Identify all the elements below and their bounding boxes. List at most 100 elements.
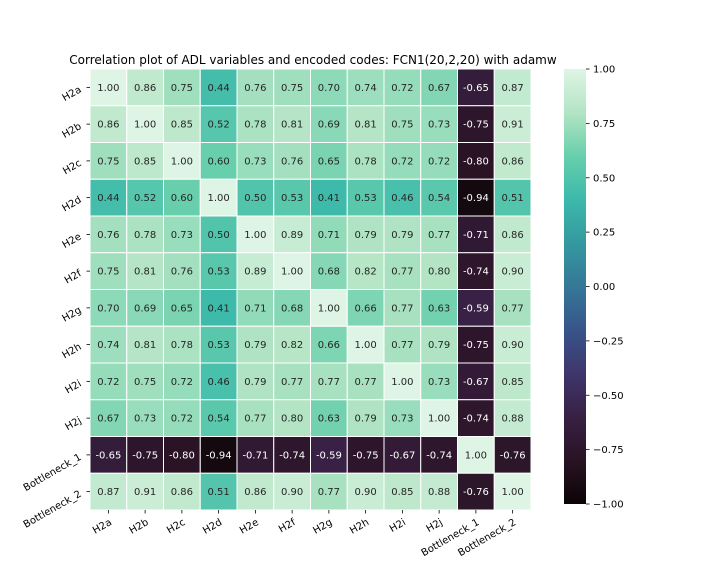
heatmap-cell (236, 105, 275, 143)
heatmap-cell-value: 0.63 (318, 414, 340, 425)
heatmap-cell-value: 0.90 (281, 487, 303, 498)
heatmap-cell (89, 252, 128, 290)
heatmap-cell-value: 0.85 (501, 377, 523, 388)
heatmap-cell-value: -0.59 (316, 450, 342, 461)
y-axis-tick-label: H2d (60, 195, 83, 215)
heatmap-cell-value: 0.76 (171, 267, 193, 278)
heatmap-cell-value: 0.91 (134, 487, 156, 498)
heatmap-cell (346, 105, 385, 143)
heatmap-cell-value: 0.89 (281, 230, 303, 241)
heatmap-cell (493, 289, 532, 327)
heatmap-cell (310, 105, 348, 143)
y-axis-tick-label: Bottleneck_2 (22, 489, 84, 531)
heatmap-cell-value: -0.75 (463, 340, 489, 351)
heatmap-cell-value: -0.67 (389, 450, 415, 461)
heatmap-cell (273, 105, 311, 143)
heatmap-cell (493, 178, 532, 217)
heatmap-cell (126, 362, 164, 401)
y-axis-tick-label: H2i (64, 378, 84, 396)
y-axis-tick-labels: H2a H2b H2c H2d H2e H2f H2g H2h H2i H2j Bottleneck… (22, 84, 90, 531)
y-axis-tick-label: H2c (61, 158, 83, 177)
heatmap-cell-value: -0.65 (463, 83, 489, 94)
heatmap-cell-value: -0.94 (206, 450, 232, 461)
heatmap-cell-value: 0.85 (391, 487, 413, 498)
heatmap-cell (199, 252, 238, 290)
heatmap-cell-value: -0.94 (463, 193, 489, 204)
heatmap-cell (346, 362, 385, 401)
heatmap-cell (457, 436, 495, 474)
heatmap-cell (420, 472, 458, 511)
heatmap-cell (493, 325, 532, 364)
heatmap-cell-value: 0.53 (354, 193, 376, 204)
heatmap-cell-value: 0.50 (244, 193, 266, 204)
heatmap-cell (493, 472, 532, 511)
heatmap-cell-value: 0.82 (354, 267, 376, 278)
heatmap-cell (493, 399, 532, 437)
heatmap-cell (199, 105, 238, 143)
heatmap-cell-value: 0.52 (134, 193, 156, 204)
heatmap-cell-value: 0.77 (428, 230, 450, 241)
heatmap-cell-value: 0.65 (171, 303, 193, 314)
heatmap-cell-value: 0.76 (281, 156, 303, 167)
chart-title: Correlation plot of ADL variables and en… (69, 53, 557, 67)
heatmap-cell (236, 289, 275, 327)
heatmap-cell-value: -0.74 (279, 450, 305, 461)
x-axis-tick-label: H2j (425, 517, 445, 535)
heatmap-cell-value: 0.72 (391, 83, 413, 94)
x-axis-tick-label: H2f (277, 517, 298, 535)
x-axis-tick-labels: H2a H2b H2c H2d H2e H2f H2g H2h H2i H2jBottleneck… (91, 510, 518, 559)
heatmap-cell-value: 0.53 (207, 267, 229, 278)
heatmap-cell (457, 215, 495, 254)
heatmap-cell-value: 0.69 (318, 120, 340, 131)
heatmap-cell (89, 325, 128, 364)
heatmap-cell-value: 0.90 (501, 267, 523, 278)
heatmap-cell-value: 0.88 (501, 414, 523, 425)
heatmap-cell-value: 0.78 (244, 120, 266, 131)
x-axis-tick-label: H2d (201, 517, 224, 537)
heatmap-cell-value: 0.87 (97, 487, 119, 498)
heatmap-cell-value: 0.73 (391, 414, 413, 425)
heatmap-cell-value: 0.74 (97, 340, 119, 351)
heatmap-cell-value: 0.66 (318, 340, 340, 351)
heatmap-cell (310, 436, 348, 474)
heatmap-cell (199, 399, 238, 437)
heatmap-cell (163, 362, 201, 401)
heatmap-cell (273, 68, 311, 107)
heatmap-cell-value: 1.00 (207, 193, 229, 204)
heatmap-cell-value: 0.86 (97, 120, 119, 131)
heatmap-cell-value: 0.81 (354, 120, 376, 131)
heatmap-cell-value: -0.76 (500, 450, 526, 461)
heatmap-cell-value: 0.86 (171, 487, 193, 498)
heatmap-cell-value: 0.75 (97, 156, 119, 167)
heatmap-cell (236, 142, 275, 180)
x-axis-tick-label: H2g (311, 517, 334, 537)
heatmap-cell-value: 0.50 (207, 230, 229, 241)
heatmap-cell (420, 178, 458, 217)
heatmap-cell-value: 0.78 (171, 340, 193, 351)
colorbar-tick-label: 0.50 (593, 173, 615, 184)
heatmap-cell-value: 0.67 (97, 414, 119, 425)
heatmap-cell-value: 0.88 (428, 487, 450, 498)
heatmap-cell (383, 289, 422, 327)
heatmap-cell-value: 1.00 (244, 230, 266, 241)
y-axis-tick-label: H2g (60, 305, 83, 325)
heatmap-cell (383, 105, 422, 143)
y-axis-tick-label: H2h (60, 342, 83, 362)
heatmap-cell-value: 0.78 (134, 230, 156, 241)
heatmap-cell (383, 436, 422, 474)
heatmap-cell (383, 362, 422, 401)
heatmap-cell-value: -0.80 (463, 156, 489, 167)
heatmap-cell-value: 1.00 (501, 487, 523, 498)
heatmap-cell-value: -0.75 (353, 450, 379, 461)
heatmap-cell-value: 0.71 (318, 230, 340, 241)
y-axis-tick-label: H2f (63, 268, 84, 286)
heatmap-cell-value: 0.41 (318, 193, 340, 204)
heatmap-cell-value: 0.72 (171, 377, 193, 388)
heatmap-cell-value: 0.79 (354, 230, 376, 241)
heatmap-cell (89, 215, 128, 254)
heatmap-cell (493, 362, 532, 401)
heatmap-cell (310, 289, 348, 327)
heatmap-cell (420, 289, 458, 327)
heatmap-cell (273, 252, 311, 290)
